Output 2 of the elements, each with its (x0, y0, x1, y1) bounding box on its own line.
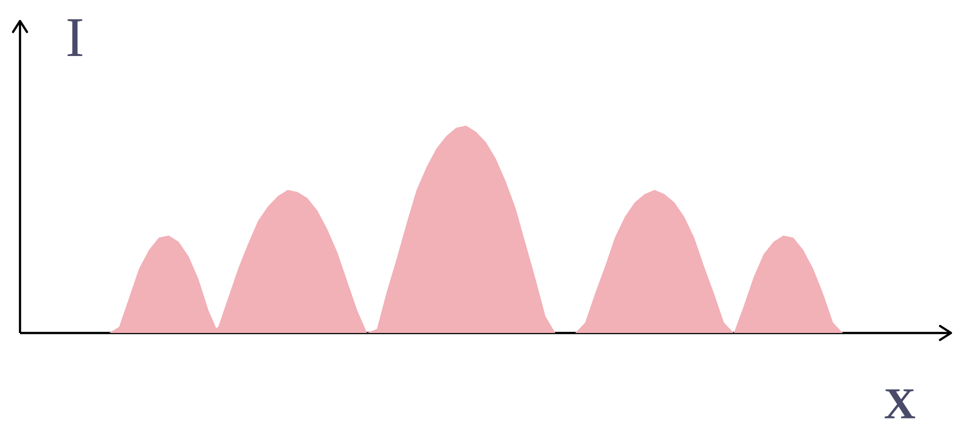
x-axis-title: X (884, 389, 916, 418)
y-axis-title: I (68, 19, 82, 56)
